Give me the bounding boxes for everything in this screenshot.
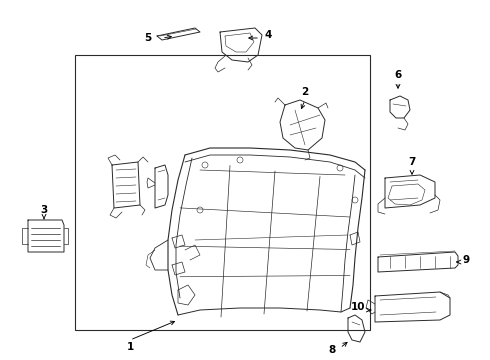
Text: 10: 10 (351, 302, 365, 312)
Text: 6: 6 (394, 70, 402, 80)
Text: 9: 9 (463, 255, 469, 265)
Text: 1: 1 (126, 342, 134, 352)
Bar (75, 55, 370, 330)
Text: 5: 5 (145, 33, 151, 43)
Text: 2: 2 (301, 87, 309, 97)
Text: 4: 4 (264, 30, 271, 40)
Text: 7: 7 (408, 157, 416, 167)
Text: 8: 8 (328, 345, 336, 355)
Text: 3: 3 (40, 205, 48, 215)
